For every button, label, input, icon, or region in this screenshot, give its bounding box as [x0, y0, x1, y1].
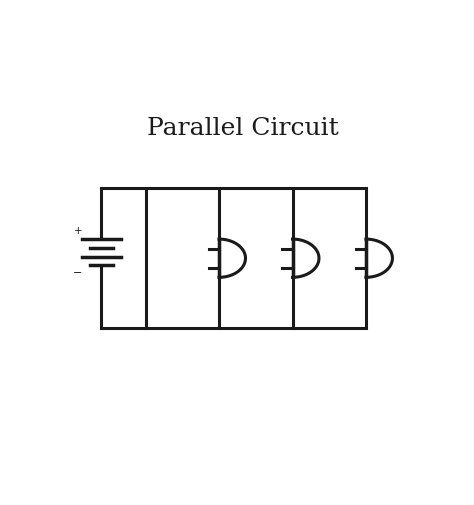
Text: −: −: [73, 268, 82, 278]
Text: +: +: [73, 226, 82, 236]
Text: Parallel Circuit: Parallel Circuit: [147, 117, 339, 140]
